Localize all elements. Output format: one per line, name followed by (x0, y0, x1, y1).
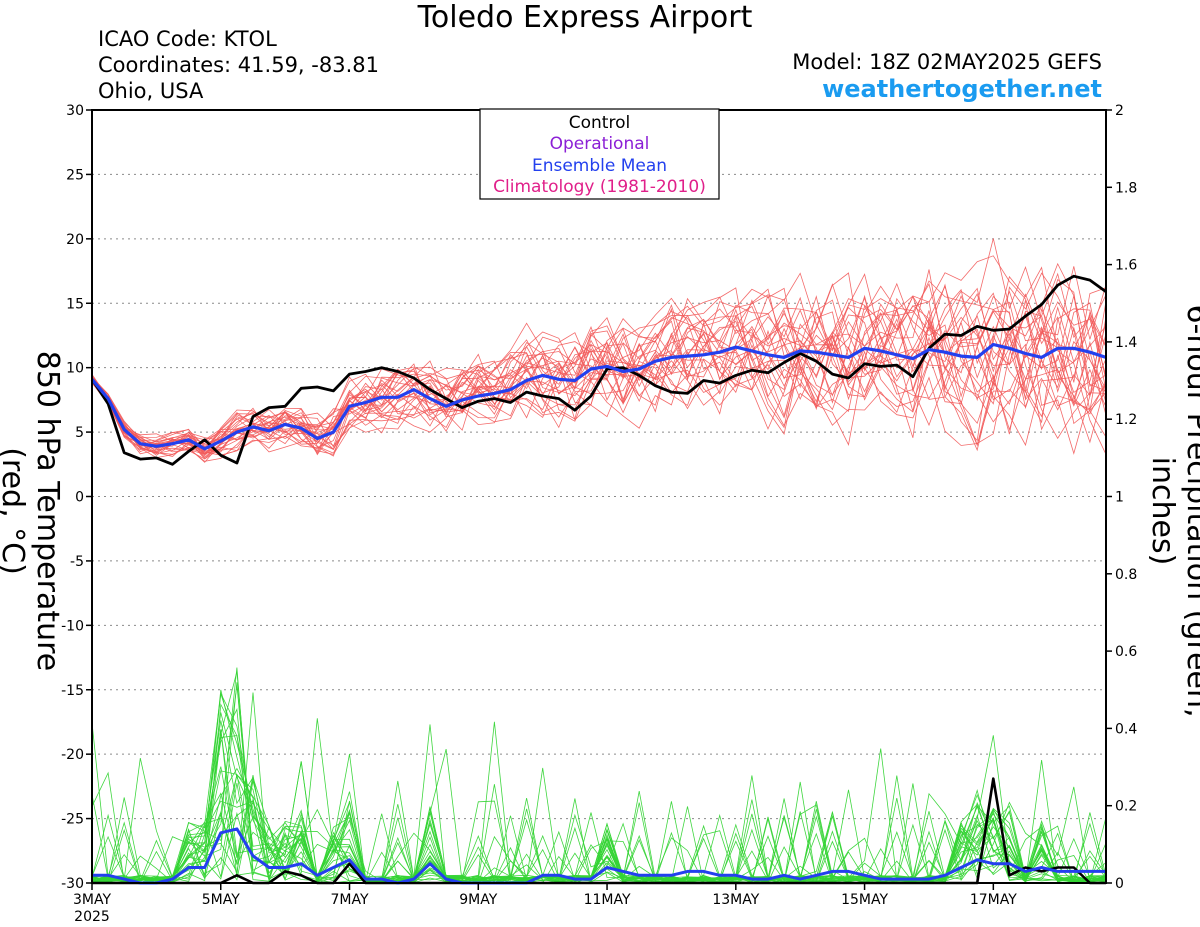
y-left-tick-label: -10 (61, 618, 84, 634)
y-right-tick-label: 0.6 (1115, 644, 1137, 660)
x-tick-year-label: 2025 (74, 909, 110, 925)
x-tick-label: 3MAY (73, 892, 111, 908)
x-tick-label: 15MAY (841, 892, 888, 908)
y-left-tick-label: 0 (75, 490, 84, 506)
y-right-tick-label: 1.8 (1115, 180, 1137, 196)
y-axis-right-title: 6-hour Precipitation (green, inches) (1145, 304, 1200, 718)
y-left-tick-label: -20 (61, 747, 84, 763)
y-right-tick-label: 1.6 (1115, 258, 1137, 274)
temperature-member-line (91, 269, 1107, 444)
legend-operational: Operational (550, 134, 650, 154)
precip-member-line (91, 729, 1107, 884)
y-left-tick-label: 20 (66, 232, 84, 248)
y-left-tick-label: -25 (61, 812, 84, 828)
x-tick-label: 7MAY (331, 892, 369, 908)
icao-code: ICAO Code: KTOL (98, 27, 277, 51)
temperature-member-line (91, 272, 1107, 455)
y-axis-left-title: 850 hPa Temperature (red, °C) (0, 350, 65, 672)
x-tick-label: 5MAY (202, 892, 240, 908)
axes: 302520151050-5-10-15-20-25-3021.81.61.41… (61, 103, 1137, 925)
legend-climatology: Climatology (1981-2010) (493, 177, 706, 197)
y-right-tick-label: 0.4 (1115, 721, 1137, 737)
temperature-member-line (91, 272, 1107, 455)
y-left-tick-label: -15 (61, 683, 84, 699)
location: Ohio, USA (98, 79, 204, 103)
legend: Control Operational Ensemble Mean Climat… (479, 108, 720, 200)
ensemble-mean-precip-line (92, 827, 1106, 885)
precip-member-line (91, 774, 1107, 884)
coordinates: Coordinates: 41.59, -83.81 (98, 53, 379, 77)
y-left-tick-label: 5 (75, 425, 84, 441)
y-left-tick-label: -30 (61, 876, 84, 892)
y-right-tick-label: 1 (1115, 490, 1124, 506)
ensemble-mean-line (90, 342, 1107, 451)
legend-control: Control (569, 113, 630, 133)
temperature-member-line (91, 272, 1107, 458)
y-right-tick-label: 0.8 (1115, 567, 1137, 583)
y-right-tick-label: 2 (1115, 103, 1124, 119)
x-tick-label: 13MAY (712, 892, 759, 908)
y-left-tick-label: -5 (70, 554, 84, 570)
y-left-tick-label: 15 (66, 296, 84, 312)
y-left-tick-label: 30 (66, 103, 84, 119)
site-link[interactable]: weathertogether.net (822, 75, 1102, 103)
temperature-member-line (91, 311, 1107, 453)
control-line (90, 274, 1107, 466)
grid (92, 173, 1106, 820)
y-right-tick-label: 1.4 (1115, 335, 1137, 351)
y-left-tick-label: 10 (66, 361, 84, 377)
x-tick-label: 17MAY (970, 892, 1017, 908)
y-right-tick-label: 0 (1115, 876, 1124, 892)
temperature-member-line (91, 266, 1107, 451)
legend-box (479, 108, 720, 200)
chart-title: Toledo Express Airport (417, 0, 753, 35)
y-right-tick-label: 0.2 (1115, 799, 1137, 815)
x-tick-label: 9MAY (459, 892, 497, 908)
model-run: Model: 18Z 02MAY2025 GEFS (792, 50, 1102, 74)
temperature-member-line (91, 292, 1107, 456)
temperature-member-line (91, 278, 1107, 455)
precip-member-lines (91, 667, 1107, 885)
y-right-tick-label: 1.2 (1115, 412, 1137, 428)
x-tick-label: 11MAY (584, 892, 631, 908)
legend-ensemble-mean: Ensemble Mean (532, 156, 667, 176)
y-left-tick-label: 25 (66, 167, 84, 183)
temperature-member-lines (91, 238, 1107, 463)
temperature-member-line (91, 296, 1107, 456)
